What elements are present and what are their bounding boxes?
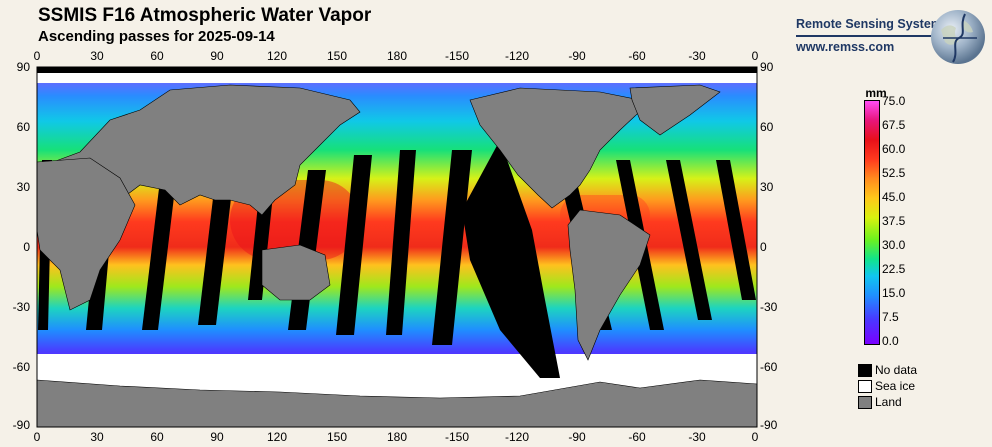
land-masses: [36, 84, 758, 428]
colorbar-label: 22.5: [882, 262, 906, 276]
map-border: [36, 66, 758, 428]
lon-tick-top: 0: [33, 49, 41, 63]
colorbar-label: 67.5: [882, 118, 906, 132]
land-south-america: [567, 209, 651, 361]
legend-label: Land: [875, 395, 902, 409]
land-greenland: [629, 84, 721, 136]
legend-label: No data: [875, 363, 918, 377]
lat-tick-left: -30: [12, 300, 30, 314]
land-australia: [261, 244, 331, 301]
colorbar-label: 52.5: [882, 166, 906, 180]
legend-label: Sea ice: [875, 379, 916, 393]
land-africa: [36, 157, 136, 311]
lon-tick-top: 90: [210, 49, 224, 63]
brand-divider: [796, 35, 950, 37]
lon-tick-top: 180: [386, 49, 408, 63]
lat-tick-right: -90: [760, 418, 778, 432]
lon-tick-top: 30: [90, 49, 104, 63]
lon-tick-bottom: 90: [210, 430, 224, 444]
globe-logo-icon: [931, 10, 985, 64]
map-figure: [36, 66, 758, 428]
page-title: SSMIS F16 Atmospheric Water Vapor: [38, 5, 372, 26]
lon-tick-top: -30: [688, 49, 706, 63]
lon-tick-top: -150: [444, 49, 470, 63]
lon-tick-bottom: 150: [326, 430, 348, 444]
lat-tick-left: -90: [12, 418, 30, 432]
legend-swatch: [858, 380, 872, 393]
lat-tick-left: 0: [23, 240, 30, 254]
colorbar-label: 45.0: [882, 190, 906, 204]
brand-url: www.remss.com: [796, 40, 895, 54]
lat-tick-left: 30: [16, 180, 30, 194]
lat-tick-right: 0: [760, 240, 767, 254]
colorbar-label: 0.0: [882, 334, 899, 348]
lon-tick-bottom: 180: [386, 430, 408, 444]
page-subtitle: Ascending passes for 2025-09-14: [38, 28, 275, 45]
colorbar-label: 75.0: [882, 94, 906, 108]
lon-tick-top: -120: [504, 49, 530, 63]
lat-tick-right: 30: [760, 180, 774, 194]
lon-tick-top: 150: [326, 49, 348, 63]
lon-tick-bottom: 30: [90, 430, 104, 444]
lon-tick-top: 120: [266, 49, 288, 63]
lat-tick-right: 60: [760, 120, 774, 134]
lon-tick-bottom: -30: [688, 430, 706, 444]
lat-tick-left: 90: [16, 60, 30, 74]
lat-tick-left: 60: [16, 120, 30, 134]
lon-tick-bottom: -150: [444, 430, 470, 444]
lon-tick-top: 0: [751, 49, 759, 63]
legend-swatch: [858, 364, 872, 377]
lon-tick-bottom: 60: [150, 430, 164, 444]
lon-tick-top: 60: [150, 49, 164, 63]
no-data-arctic-band: [37, 67, 757, 73]
colorbar: [864, 100, 880, 345]
colorbar-label: 60.0: [882, 142, 906, 156]
lon-tick-bottom: 120: [266, 430, 288, 444]
lat-tick-right: 90: [760, 60, 774, 74]
colorbar-label: 7.5: [882, 310, 899, 324]
lat-tick-right: -60: [760, 360, 778, 374]
brand-name: Remote Sensing Systems: [796, 17, 949, 31]
colorbar-unit: mm: [865, 86, 887, 100]
lon-tick-bottom: -60: [628, 430, 646, 444]
lon-tick-top: -60: [628, 49, 646, 63]
lon-tick-bottom: 0: [751, 430, 759, 444]
lat-tick-right: -30: [760, 300, 778, 314]
lon-tick-bottom: -90: [568, 430, 586, 444]
lon-tick-bottom: -120: [504, 430, 530, 444]
lat-tick-left: -60: [12, 360, 30, 374]
legend-swatch: [858, 396, 872, 409]
colorbar-label: 15.0: [882, 286, 906, 300]
sea-ice-arctic: [37, 73, 757, 83]
colorbar-label: 30.0: [882, 238, 906, 252]
lon-tick-bottom: 0: [33, 430, 41, 444]
land-north-america: [469, 87, 651, 209]
lon-tick-top: -90: [568, 49, 586, 63]
colorbar-label: 37.5: [882, 214, 906, 228]
